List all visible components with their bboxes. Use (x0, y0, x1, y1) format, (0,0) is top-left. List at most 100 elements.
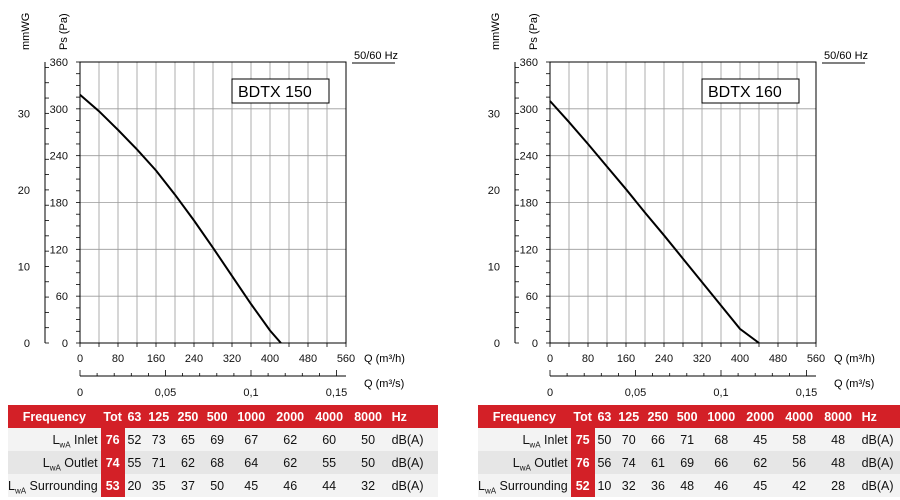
mmwg-tick-label: 30 (18, 108, 30, 120)
header-63: 63 (124, 405, 145, 428)
header-tot: Tot (570, 405, 595, 428)
band-value: 68 (210, 455, 225, 470)
header-2000: 2000 (740, 405, 780, 428)
table-row: LwA Surrounding 53 20 35 37 50 45 46 44 … (8, 474, 438, 497)
x-tick-label: 160 (147, 353, 165, 365)
fan-curve-line (549, 100, 760, 344)
x-tick-label: 80 (582, 353, 594, 365)
model-label-box (701, 78, 800, 104)
band-value: 61 (651, 455, 665, 470)
band-value: 69 (210, 432, 225, 447)
x-tick-label: 0 (547, 353, 553, 365)
band-value: 67 (244, 432, 259, 447)
tot-value: 76 (570, 451, 595, 474)
table-row: LwA Inlet 76 52 73 65 69 67 62 60 50 dB(… (8, 428, 438, 451)
x2-tick-label: 0,05 (155, 387, 176, 399)
header-63: 63 (594, 405, 615, 428)
band-value: 32 (621, 478, 636, 493)
band-value: 46 (714, 478, 729, 493)
band-value: 65 (181, 432, 195, 447)
x-tick-label: 80 (112, 353, 124, 365)
pa-tick-label: 120 (520, 244, 538, 256)
header-125: 125 (144, 405, 174, 428)
band-value: 69 (680, 455, 695, 470)
x2-tick-label: 0,15 (326, 387, 347, 399)
header-1000: 1000 (701, 405, 741, 428)
model-label: BDTX 160 (708, 84, 782, 101)
pa-tick-label: 360 (50, 57, 68, 69)
row-label: LwA Outlet (42, 455, 98, 472)
row-label: LwA Surrounding (8, 478, 98, 495)
x-axis-label: Q (m³/h) (364, 353, 405, 365)
pa-tick-label: 240 (520, 151, 538, 163)
header-500: 500 (202, 405, 232, 428)
pa-tick-label: 0 (532, 338, 538, 350)
pa-tick-label: 120 (50, 244, 68, 256)
header-4000: 4000 (779, 405, 819, 428)
model-label-box (231, 78, 330, 104)
band-value: 10 (597, 478, 612, 493)
band-value: 42 (792, 478, 807, 493)
table-row: LwA Inlet 75 50 70 66 71 68 45 58 48 dB(… (478, 428, 900, 451)
tot-value: 74 (100, 451, 125, 474)
fan-curve-chart: BDTX 160 50/60 Hz mmWG Ps (Pa) Q (m³/h) … (488, 13, 875, 399)
x-tick-label: 320 (223, 353, 241, 365)
x-tick-label: 480 (769, 353, 787, 365)
band-value: 66 (651, 432, 665, 447)
header-500: 500 (672, 405, 702, 428)
x-tick-label: 400 (731, 353, 749, 365)
tot-value: 52 (570, 474, 595, 497)
tot-value: 75 (570, 428, 595, 451)
chart-panel-bdtx-160: BDTX 160 50/60 Hz mmWG Ps (Pa) Q (m³/h) … (470, 0, 900, 500)
x-tick-label: 480 (299, 353, 317, 365)
band-value: 45 (753, 478, 768, 493)
band-value: 45 (244, 478, 259, 493)
pa-tick-label: 0 (62, 338, 68, 350)
unit-left-label: mmWG (490, 13, 502, 50)
pa-tick-label: 60 (56, 291, 68, 303)
unit-value: dB(A) (861, 478, 894, 493)
band-value: 62 (283, 455, 298, 470)
fan-curve-line (79, 94, 282, 344)
band-value: 48 (831, 455, 846, 470)
band-value: 45 (753, 432, 768, 447)
band-value: 50 (361, 455, 376, 470)
band-value: 32 (361, 478, 376, 493)
header-hz: Hz (857, 405, 900, 428)
band-value: 58 (792, 432, 807, 447)
header-1000: 1000 (231, 405, 271, 428)
pa-tick-label: 60 (526, 291, 538, 303)
pa-tick-label: 360 (520, 57, 538, 69)
band-value: 60 (322, 432, 337, 447)
mmwg-tick-label: 0 (24, 338, 30, 350)
header-250: 250 (173, 405, 203, 428)
fan-curve-chart: BDTX 150 50/60 Hz mmWG Ps (Pa) Q (m³/h) … (18, 13, 405, 399)
chart-panel-bdtx-150: BDTX 150 50/60 Hz mmWG Ps (Pa) Q (m³/h) … (0, 0, 440, 500)
band-value: 68 (714, 432, 729, 447)
x2-axis-label: Q (m³/s) (834, 378, 874, 390)
table-row: LwA Surrounding 52 10 32 36 48 46 45 42 … (478, 474, 900, 497)
x-tick-label: 240 (655, 353, 673, 365)
unit-right-label: Ps (Pa) (58, 13, 70, 50)
mmwg-tick-label: 20 (488, 185, 500, 197)
frequency-label: 50/60 Hz (354, 50, 398, 62)
unit-value: dB(A) (391, 432, 424, 447)
mmwg-tick-label: 30 (488, 108, 500, 120)
mmwg-tick-label: 10 (18, 261, 30, 273)
band-value: 74 (621, 455, 636, 470)
header-125: 125 (614, 405, 644, 428)
band-value: 36 (651, 478, 665, 493)
band-value: 44 (322, 478, 337, 493)
x-tick-label: 0 (77, 353, 83, 365)
band-value: 70 (621, 432, 636, 447)
unit-value: dB(A) (861, 432, 894, 447)
header-4000: 4000 (309, 405, 349, 428)
mmwg-tick-label: 20 (18, 185, 30, 197)
mmwg-tick-label: 0 (494, 338, 500, 350)
band-value: 62 (283, 432, 298, 447)
band-value: 35 (151, 478, 166, 493)
header-frequency: Frequency (478, 405, 571, 428)
band-value: 28 (831, 478, 846, 493)
pa-tick-label: 180 (50, 198, 68, 210)
band-value: 50 (210, 478, 225, 493)
